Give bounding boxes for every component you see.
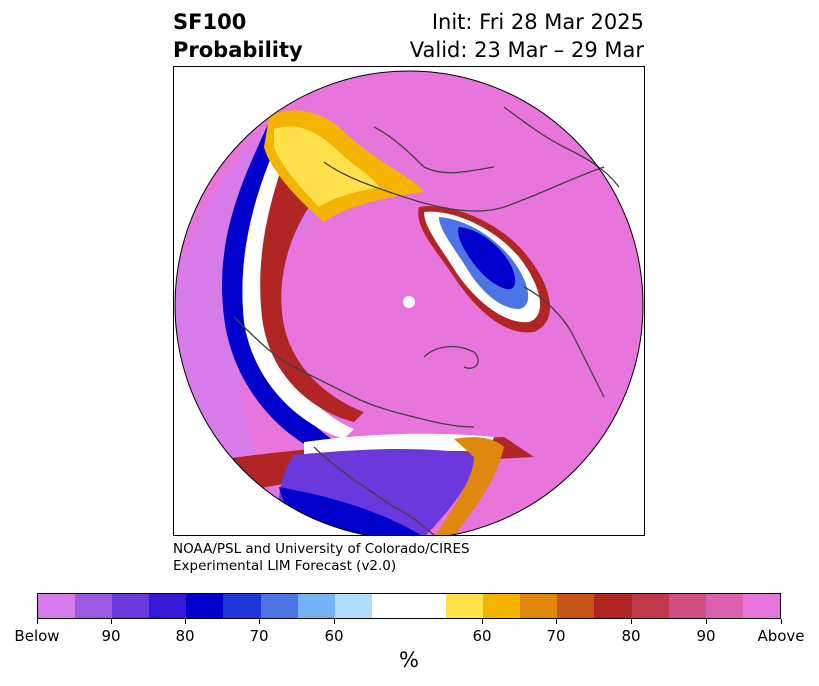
colorbar-tick-label: 90	[696, 627, 716, 645]
colorbar-tick-label: 80	[175, 627, 195, 645]
colorbar-segment	[371, 594, 447, 618]
colorbar-tick-label: 70	[249, 627, 269, 645]
colorbar-tick-label: 80	[621, 627, 641, 645]
colorbar-tick-mark	[334, 619, 335, 624]
colorbar-segment	[149, 594, 187, 618]
subtitle: Probability	[173, 38, 303, 62]
colorbar-tick-mark	[781, 619, 782, 624]
map-disc-edge	[174, 70, 644, 535]
colorbar-tick-label: 90	[101, 627, 121, 645]
below-region-west	[175, 122, 344, 535]
colorbar-segment	[483, 594, 521, 618]
colorbar-segment	[668, 594, 706, 618]
colorbar-segment	[742, 594, 780, 618]
title-block-left: SF100 Probability	[173, 8, 303, 64]
colorbar-tick-mark	[631, 619, 632, 624]
colorbar-tick-label: 60	[472, 627, 492, 645]
colorbar-segment	[557, 594, 595, 618]
deep-blue-core-europe	[458, 227, 516, 290]
colorbar-segment	[75, 594, 113, 618]
colorbar-segment	[705, 594, 743, 618]
polar-map-svg	[174, 70, 644, 535]
colorbar-tick-label: Above	[757, 627, 805, 645]
colorbar-tick-mark	[556, 619, 557, 624]
colorbar-unit: %	[399, 648, 419, 672]
pole-hole	[403, 296, 415, 308]
orange-band-east-us	[434, 437, 504, 535]
white-band-west	[242, 127, 354, 439]
colorbar-tick-mark	[482, 619, 483, 624]
credit-line-2: Experimental LIM Forecast (v2.0)	[173, 558, 397, 574]
variable-title: SF100	[173, 10, 247, 34]
colorbar-tick-mark	[37, 619, 38, 624]
colorbar-segment	[631, 594, 669, 618]
colorbar-segment	[446, 594, 484, 618]
init-date: Init: Fri 28 Mar 2025	[431, 10, 644, 34]
colorbar-segment	[186, 594, 224, 618]
colorbar-segment	[112, 594, 150, 618]
forecast-map	[173, 66, 645, 536]
blue-band-west	[222, 122, 344, 457]
yellow-zone-north	[274, 126, 379, 207]
red-band-west	[260, 132, 364, 422]
colorbar-tick-label: Below	[14, 627, 60, 645]
colorbar-tick-mark	[111, 619, 112, 624]
credit-line-1: NOAA/PSL and University of Colorado/CIRE…	[173, 541, 470, 557]
colorbar-segment	[520, 594, 558, 618]
colorbar-segment	[223, 594, 261, 618]
colorbar-segment	[334, 594, 372, 618]
title-block-right: Init: Fri 28 Mar 2025 Valid: 23 Mar – 29…	[410, 8, 644, 64]
colorbar-tick-mark	[706, 619, 707, 624]
colorbar-segment	[297, 594, 335, 618]
colorbar-segment	[260, 594, 298, 618]
colorbar-tick-label: 60	[324, 627, 344, 645]
colorbar-tick-label: 70	[546, 627, 566, 645]
colorbar-tick-mark	[185, 619, 186, 624]
colorbar-tick-mark	[259, 619, 260, 624]
credit-block: NOAA/PSL and University of Colorado/CIRE…	[173, 541, 470, 575]
colorbar	[37, 593, 781, 619]
colorbar-segment	[38, 594, 76, 618]
coastline-outlines	[233, 106, 620, 535]
colorbar-segment	[594, 594, 632, 618]
probability-field	[175, 71, 643, 535]
valid-range: Valid: 23 Mar – 29 Mar	[409, 38, 644, 62]
